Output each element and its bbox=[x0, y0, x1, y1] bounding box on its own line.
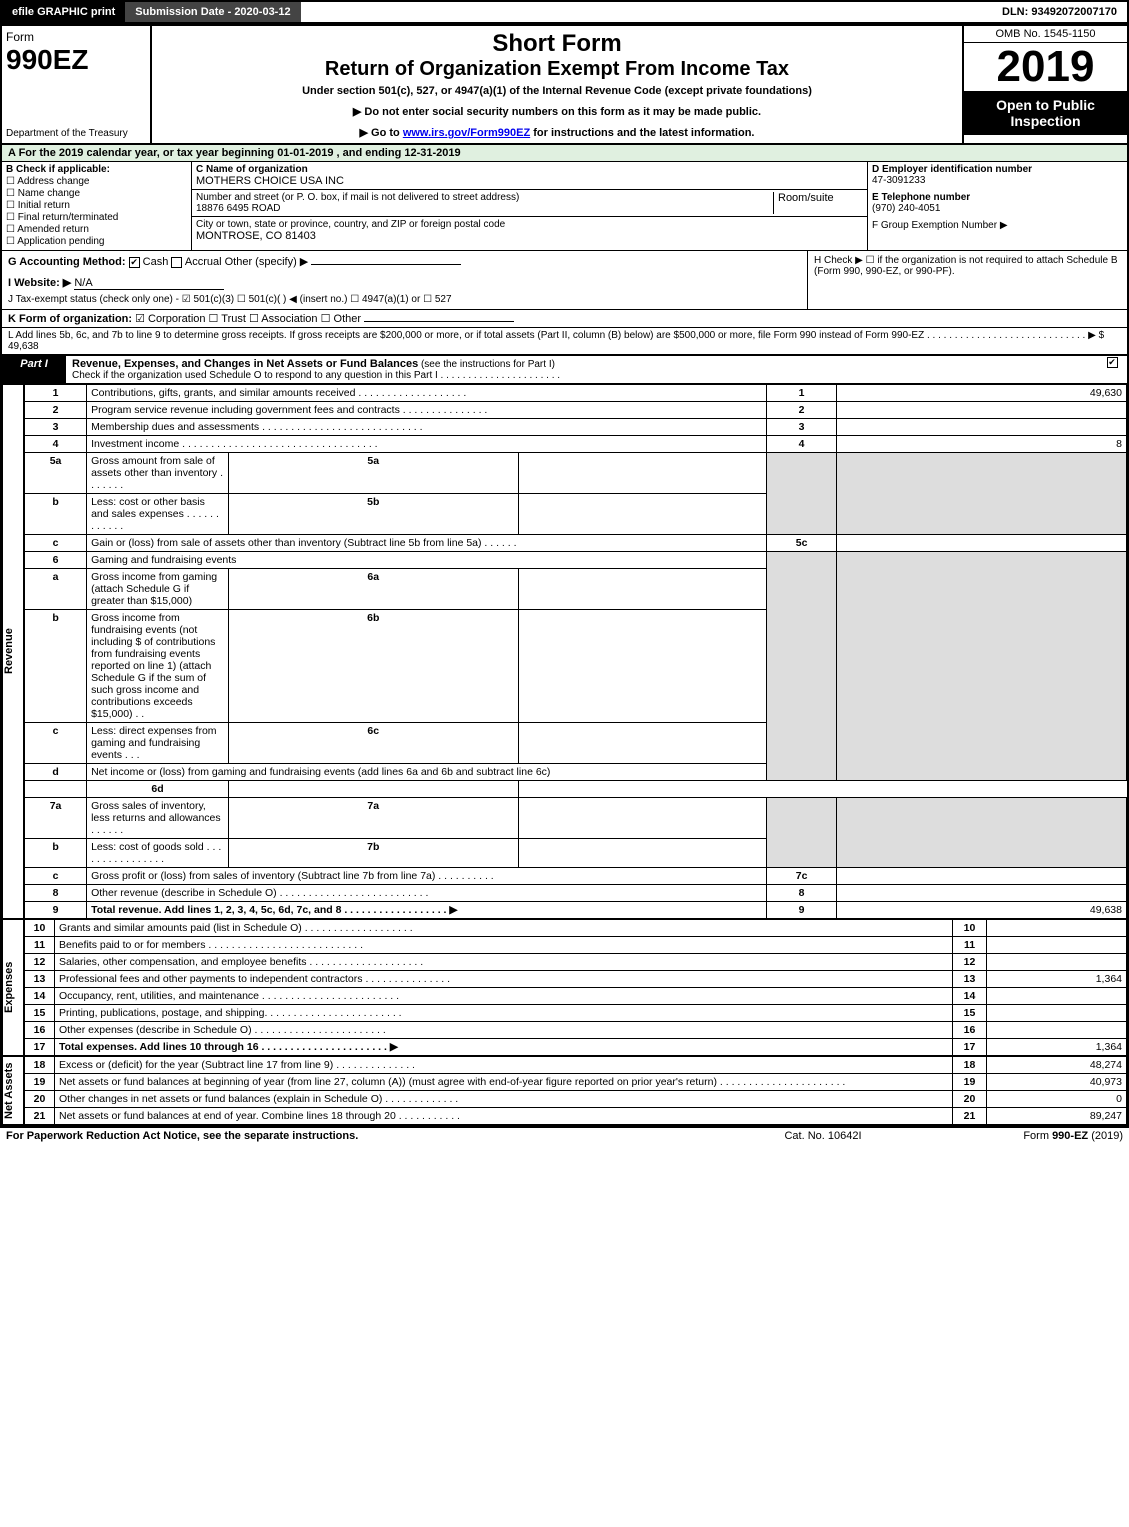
title-short-form: Short Form bbox=[160, 30, 954, 58]
line-14: 14Occupancy, rent, utilities, and mainte… bbox=[25, 988, 1127, 1005]
revenue-table: 1Contributions, gifts, grants, and simil… bbox=[24, 384, 1127, 919]
line-9: 9Total revenue. Add lines 1, 2, 3, 4, 5c… bbox=[25, 902, 1127, 919]
line-13: 13Professional fees and other payments t… bbox=[25, 971, 1127, 988]
street-label: Number and street (or P. O. box, if mail… bbox=[196, 192, 773, 203]
omb-number: OMB No. 1545-1150 bbox=[964, 26, 1127, 43]
line-8: 8Other revenue (describe in Schedule O) … bbox=[25, 885, 1127, 902]
chk-address-change[interactable]: ☐ Address change bbox=[6, 176, 187, 187]
line-7a: 7aGross sales of inventory, less returns… bbox=[25, 798, 1127, 839]
part1-tag: Part I bbox=[2, 356, 66, 383]
line-18: 18Excess or (deficit) for the year (Subt… bbox=[25, 1057, 1127, 1074]
expenses-section: Expenses 10Grants and similar amounts pa… bbox=[2, 919, 1127, 1056]
open-to-public: Open to Public Inspection bbox=[964, 91, 1127, 135]
efile-print-button[interactable]: efile GRAPHIC print bbox=[2, 2, 125, 22]
revenue-section: Revenue 1Contributions, gifts, grants, a… bbox=[2, 384, 1127, 919]
section-g: G Accounting Method: Cash Accrual Other … bbox=[8, 255, 801, 268]
expenses-side-label: Expenses bbox=[2, 919, 24, 1056]
part1-checkline: Check if the organization used Schedule … bbox=[72, 370, 1091, 381]
org-name: MOTHERS CHOICE USA INC bbox=[196, 175, 863, 187]
title-return: Return of Organization Exempt From Incom… bbox=[160, 58, 954, 81]
submission-date-label: Submission Date - 2020-03-12 bbox=[125, 2, 300, 22]
group-exemption-label: F Group Exemption Number ▶ bbox=[872, 220, 1123, 231]
line-10: 10Grants and similar amounts paid (list … bbox=[25, 920, 1127, 937]
form-header: Form 990EZ Department of the Treasury Sh… bbox=[2, 26, 1127, 145]
line-17: 17Total expenses. Add lines 10 through 1… bbox=[25, 1039, 1127, 1056]
form-number: 990EZ bbox=[6, 44, 146, 76]
section-b: B Check if applicable: ☐ Address change … bbox=[2, 162, 192, 250]
line-7c: cGross profit or (loss) from sales of in… bbox=[25, 868, 1127, 885]
chk-accrual[interactable] bbox=[171, 257, 182, 268]
top-bar: efile GRAPHIC print Submission Date - 20… bbox=[0, 0, 1129, 24]
chk-cash[interactable] bbox=[129, 257, 140, 268]
part1-header: Part I Revenue, Expenses, and Changes in… bbox=[2, 354, 1127, 384]
goto-link-line: ▶ Go to www.irs.gov/Form990EZ for instru… bbox=[160, 126, 954, 139]
netassets-side-label: Net Assets bbox=[2, 1056, 24, 1125]
ein: 47-3091233 bbox=[872, 175, 1123, 186]
paperwork-notice: For Paperwork Reduction Act Notice, see … bbox=[6, 1130, 723, 1142]
line-5a: 5aGross amount from sale of assets other… bbox=[25, 453, 1127, 494]
room-suite-label: Room/suite bbox=[773, 192, 863, 214]
section-i: I Website: ▶ N/A bbox=[8, 276, 801, 290]
irs-link[interactable]: www.irs.gov/Form990EZ bbox=[403, 127, 530, 139]
section-c: C Name of organization MOTHERS CHOICE US… bbox=[192, 162, 867, 250]
dept-label: Department of the Treasury bbox=[6, 128, 146, 139]
line-1: 1Contributions, gifts, grants, and simil… bbox=[25, 385, 1127, 402]
form-label: Form bbox=[6, 30, 146, 44]
page-footer: For Paperwork Reduction Act Notice, see … bbox=[0, 1127, 1129, 1144]
section-h: H Check ▶ ☐ if the organization is not r… bbox=[807, 251, 1127, 309]
org-name-label: C Name of organization bbox=[196, 164, 863, 175]
chk-final-return[interactable]: ☐ Final return/terminated bbox=[6, 212, 187, 223]
part1-title: Revenue, Expenses, and Changes in Net As… bbox=[72, 358, 418, 370]
chk-application-pending[interactable]: ☐ Application pending bbox=[6, 236, 187, 247]
section-def: D Employer identification number 47-3091… bbox=[867, 162, 1127, 250]
chk-initial-return[interactable]: ☐ Initial return bbox=[6, 200, 187, 211]
line-3: 3Membership dues and assessments . . . .… bbox=[25, 419, 1127, 436]
section-j: J Tax-exempt status (check only one) - ☑… bbox=[8, 294, 801, 305]
line-21: 21Net assets or fund balances at end of … bbox=[25, 1108, 1127, 1125]
ein-label: D Employer identification number bbox=[872, 164, 1123, 175]
netassets-table: 18Excess or (deficit) for the year (Subt… bbox=[24, 1056, 1127, 1125]
city: MONTROSE, CO 81403 bbox=[196, 230, 863, 242]
chk-name-change[interactable]: ☐ Name change bbox=[6, 188, 187, 199]
title-section: Under section 501(c), 527, or 4947(a)(1)… bbox=[160, 85, 954, 97]
tel: (970) 240-4051 bbox=[872, 203, 1123, 214]
cat-no: Cat. No. 10642I bbox=[723, 1130, 923, 1142]
warning-ssn: ▶ Do not enter social security numbers o… bbox=[160, 105, 954, 118]
line-2: 2Program service revenue including gover… bbox=[25, 402, 1127, 419]
street: 18876 6495 ROAD bbox=[196, 203, 773, 214]
line-19: 19Net assets or fund balances at beginni… bbox=[25, 1074, 1127, 1091]
tel-label: E Telephone number bbox=[872, 192, 1123, 203]
form-ref: Form 990-EZ (2019) bbox=[923, 1130, 1123, 1142]
line-4: 4Investment income . . . . . . . . . . .… bbox=[25, 436, 1127, 453]
netassets-section: Net Assets 18Excess or (deficit) for the… bbox=[2, 1056, 1127, 1125]
city-label: City or town, state or province, country… bbox=[196, 219, 863, 230]
line-6d-amt: 6d bbox=[25, 781, 1127, 798]
line-12: 12Salaries, other compensation, and empl… bbox=[25, 954, 1127, 971]
line-11: 11Benefits paid to or for members . . . … bbox=[25, 937, 1127, 954]
line-6: 6Gaming and fundraising events bbox=[25, 552, 1127, 569]
line-16: 16Other expenses (describe in Schedule O… bbox=[25, 1022, 1127, 1039]
section-l: L Add lines 5b, 6c, and 7b to line 9 to … bbox=[2, 328, 1127, 354]
entity-block: B Check if applicable: ☐ Address change … bbox=[2, 162, 1127, 251]
dln-label: DLN: 93492072007170 bbox=[992, 2, 1127, 22]
chk-schedule-o[interactable] bbox=[1107, 357, 1118, 368]
expenses-table: 10Grants and similar amounts paid (list … bbox=[24, 919, 1127, 1056]
line-15: 15Printing, publications, postage, and s… bbox=[25, 1005, 1127, 1022]
section-k: K Form of organization: ☑ Corporation ☐ … bbox=[2, 310, 1127, 328]
line-5c: cGain or (loss) from sale of assets othe… bbox=[25, 535, 1127, 552]
website-value: N/A bbox=[74, 277, 224, 290]
tax-period-row: A For the 2019 calendar year, or tax yea… bbox=[2, 145, 1127, 162]
chk-amended-return[interactable]: ☐ Amended return bbox=[6, 224, 187, 235]
gh-row: G Accounting Method: Cash Accrual Other … bbox=[2, 251, 1127, 310]
form-container: Form 990EZ Department of the Treasury Sh… bbox=[0, 24, 1129, 1127]
tax-year: 2019 bbox=[964, 43, 1127, 91]
revenue-side-label: Revenue bbox=[2, 384, 24, 919]
line-20: 20Other changes in net assets or fund ba… bbox=[25, 1091, 1127, 1108]
